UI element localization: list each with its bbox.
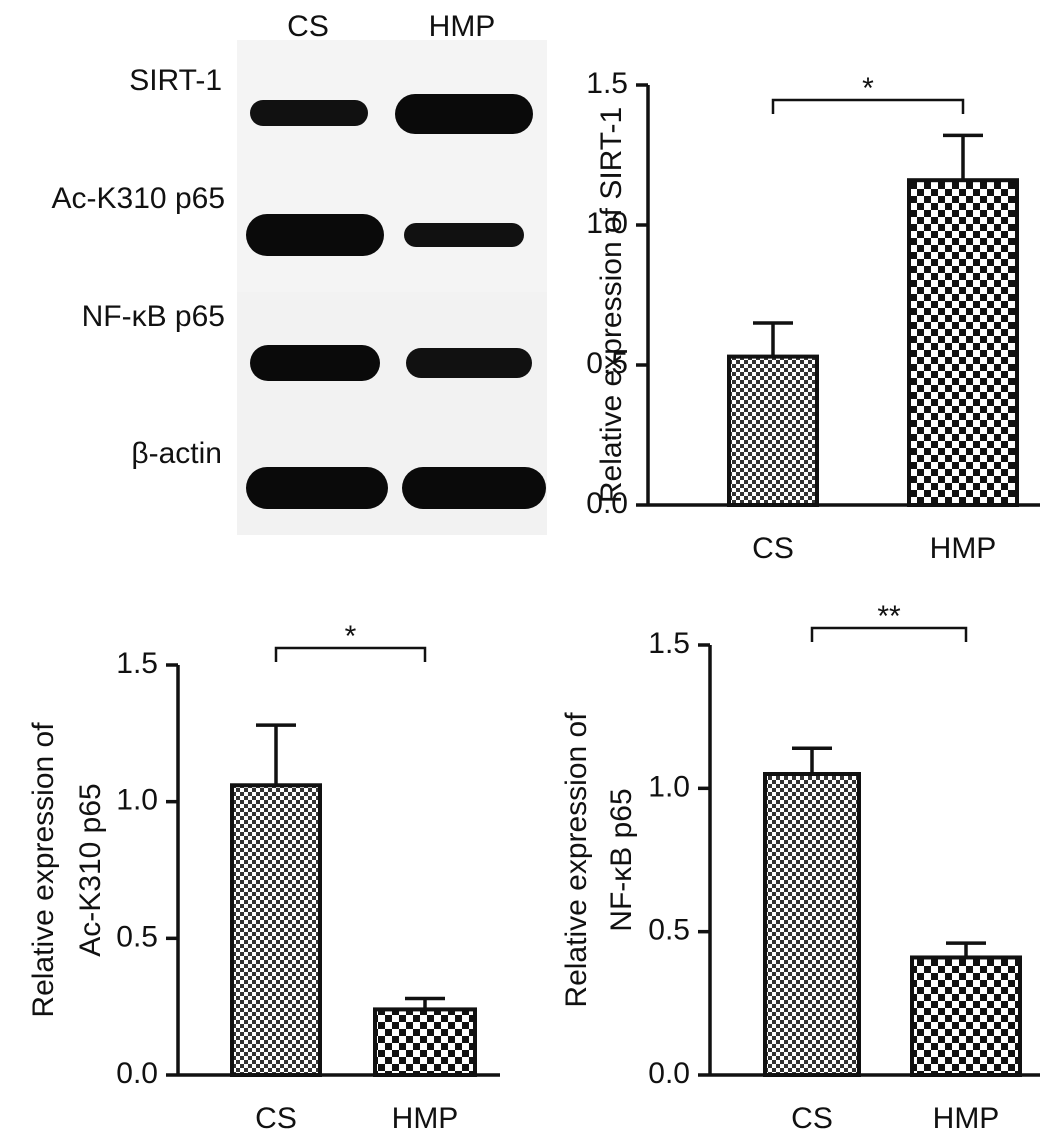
band <box>402 467 546 509</box>
y-tick-label: 1.5 <box>586 67 628 100</box>
y-tick-label: 0.5 <box>648 914 690 947</box>
band <box>246 467 388 509</box>
protein-label: β-actin <box>131 437 222 470</box>
y-tick-label: 1.0 <box>116 784 158 817</box>
band <box>406 348 532 378</box>
y-tick-label: 0.5 <box>586 347 628 380</box>
significance-bracket <box>771 98 965 114</box>
bar <box>910 955 1022 1078</box>
bar-chart: 0.0 0.5 1.0 1.5 CS HMP * Relative expression of… <box>586 67 1040 565</box>
band <box>250 100 368 126</box>
x-tick-label: HMP <box>933 1102 1000 1133</box>
significance-label: ** <box>877 600 901 633</box>
bar <box>907 178 1019 507</box>
y-tick-label: 1.0 <box>648 770 690 803</box>
significance-bracket <box>810 626 968 642</box>
significance-label: * <box>862 72 874 105</box>
x-tick-label: HMP <box>392 1102 459 1133</box>
band <box>404 223 524 247</box>
bar <box>727 354 819 507</box>
y-axis-label: Relative expression of <box>27 722 60 1018</box>
y-tick-label: 0.0 <box>116 1057 158 1090</box>
y-axis-label: NF-κB p65 <box>605 788 638 931</box>
y-tick-label: 0.0 <box>648 1057 690 1090</box>
x-tick-label: CS <box>752 532 794 565</box>
bar-chart: 0.0 0.5 1.0 1.5 CS HMP * Relative expression of… <box>27 620 500 1133</box>
bar-chart: 0.0 0.5 1.0 1.5 CS HMP ** Relative expression o… <box>560 600 1040 1133</box>
protein-label: SIRT-1 <box>129 64 222 97</box>
protein-label: NF-κB p65 <box>82 300 225 333</box>
y-tick-label: 1.0 <box>586 207 628 240</box>
y-axis-label: Relative expression of SIRT-1 <box>595 107 628 503</box>
y-axis-label: Relative expression of <box>560 712 593 1008</box>
bar <box>230 783 322 1077</box>
band <box>246 214 384 256</box>
protein-label: Ac-K310 p65 <box>52 182 225 215</box>
bar <box>763 772 861 1077</box>
x-tick-label: CS <box>791 1102 833 1133</box>
y-tick-label: 1.5 <box>648 627 690 660</box>
y-tick-label: 1.5 <box>116 647 158 680</box>
x-tick-label: CS <box>255 1102 297 1133</box>
lane-label: HMP <box>429 10 496 43</box>
y-axis-label: Ac-K310 p65 <box>74 783 107 956</box>
y-tick-label: 0.0 <box>586 487 628 520</box>
band <box>250 345 380 381</box>
x-tick-label: HMP <box>930 532 997 565</box>
bar <box>373 1007 477 1078</box>
significance-label: * <box>345 620 357 653</box>
band <box>395 94 533 134</box>
lane-label: CS <box>287 10 329 43</box>
significance-bracket <box>274 646 427 662</box>
y-tick-label: 0.5 <box>116 920 158 953</box>
western-blot: CS HMP SIRT-1 Ac-K310 p65 NF-κB p65 β-ac… <box>52 10 547 535</box>
